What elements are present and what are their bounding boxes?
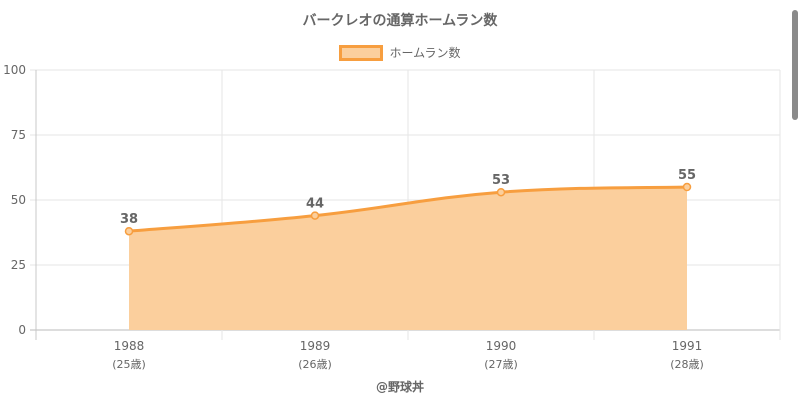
chart-title: バークレオの通算ホームラン数 bbox=[302, 13, 498, 29]
data-label: 53 bbox=[492, 173, 510, 188]
x-tick-sublabel: (27歳) bbox=[484, 358, 518, 371]
series-line bbox=[128, 185, 688, 233]
scrollbar[interactable] bbox=[790, 0, 800, 400]
legend-swatch bbox=[339, 44, 384, 61]
data-label: 38 bbox=[120, 212, 138, 227]
data-label: 55 bbox=[678, 168, 696, 183]
y-tick-label: 50 bbox=[11, 193, 26, 207]
series-area bbox=[129, 187, 687, 330]
legend[interactable]: ホームラン数 bbox=[0, 44, 800, 61]
scrollbar-thumb[interactable] bbox=[792, 10, 798, 120]
x-tick-label: 1991 bbox=[672, 339, 703, 353]
credit-label: @野球丼 bbox=[375, 380, 424, 394]
data-point bbox=[682, 182, 692, 192]
x-tick-sublabel: (25歳) bbox=[112, 358, 146, 371]
x-tick-sublabel: (26歳) bbox=[298, 358, 332, 371]
legend-label: ホームラン数 bbox=[389, 46, 461, 60]
data-point bbox=[496, 187, 506, 197]
data-point bbox=[124, 226, 134, 236]
y-tick-label: 0 bbox=[18, 323, 26, 337]
y-tick-label: 25 bbox=[11, 258, 26, 272]
y-tick-label: 75 bbox=[11, 128, 26, 142]
y-tick-label: 100 bbox=[3, 63, 26, 77]
x-tick-sublabel: (28歳) bbox=[670, 358, 704, 371]
data-point bbox=[310, 211, 320, 220]
x-tick-label: 1989 bbox=[300, 339, 331, 353]
data-label: 44 bbox=[306, 197, 324, 212]
x-tick-label: 1988 bbox=[114, 339, 145, 353]
x-tick-label: 1990 bbox=[486, 339, 517, 353]
